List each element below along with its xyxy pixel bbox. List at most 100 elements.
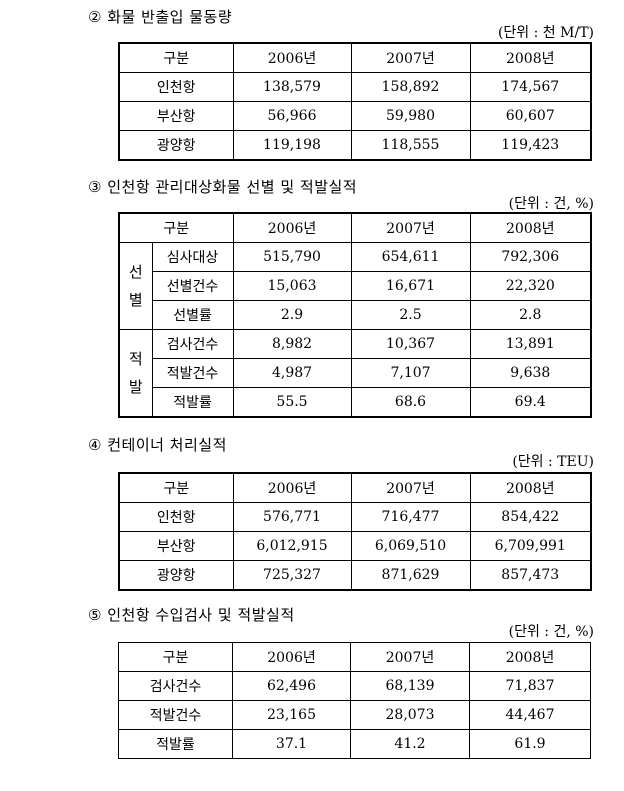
row-label: 적발률 [151,387,234,418]
header-cell: 2007년 [350,42,471,73]
table-row: 적발률 55.5 68.6 69.4 [119,387,592,418]
table-cell: 37.1 [232,729,351,759]
table-cell: 2.5 [350,300,471,330]
table-cell: 857,473 [469,560,592,591]
table-cell: 56,966 [232,101,352,131]
table-cell: 6,069,510 [350,531,471,561]
header-cell: 구분 [118,42,234,73]
unit-label: (단위 : 천 M/T) [497,25,594,41]
unit-label: (단위 : TEU) [512,454,594,470]
table-cell: 654,611 [350,242,471,272]
table-cell: 725,327 [232,560,352,591]
row-label: 인천항 [118,502,234,532]
header-cell: 2008년 [469,642,591,672]
table-cell: 13,891 [469,329,592,359]
row-label: 적발률 [118,729,233,759]
table-cell: 138,579 [232,72,352,102]
table-cell: 6,709,991 [469,531,592,561]
table-row: 인천항 576,771 716,477 854,422 [118,502,592,532]
table-cell: 59,980 [350,101,471,131]
header-cell: 2006년 [232,472,352,503]
table-cell: 2.8 [469,300,592,330]
unit-label: (단위 : 건, %) [508,624,594,640]
header-cell: 2007년 [350,212,471,243]
cargo-volume-table: 구분 2006년 2007년 2008년 인천항 138,579 158,892… [118,42,592,161]
row-label: 검사건수 [151,329,234,359]
table-cell: 119,198 [232,130,352,161]
row-label: 인천항 [118,72,234,102]
table-row: 광양항 725,327 871,629 857,473 [118,560,592,591]
table-cell: 69.4 [469,387,592,418]
table-cell: 55.5 [232,387,352,418]
header-cell: 2008년 [469,212,592,243]
header-cell: 구분 [118,212,234,243]
table-row: 부산항 6,012,915 6,069,510 6,709,991 [118,531,592,561]
table-cell: 23,165 [232,700,351,730]
table-cell: 10,367 [350,329,471,359]
table-cell: 716,477 [350,502,471,532]
row-label: 광양항 [118,130,234,161]
table-row: 적발률 37.1 41.2 61.9 [118,729,591,759]
table-cell: 119,423 [469,130,592,161]
table-cell: 2.9 [232,300,352,330]
table-cell: 15,063 [232,271,352,301]
table-cell: 9,638 [469,358,592,388]
header-row: 구분 2006년 2007년 2008년 [118,642,591,672]
table-row: 선별률 2.9 2.5 2.8 [119,300,592,330]
table-row: 적발건수 23,165 28,073 44,467 [118,700,591,730]
table-cell: 28,073 [350,700,470,730]
table-row: 선별건수 15,063 16,671 22,320 [119,271,592,301]
row-label: 심사대상 [151,242,234,272]
table-cell: 158,892 [350,72,471,102]
table-cell: 22,320 [469,271,592,301]
section-title: ③ 인천항 관리대상화물 선별 및 적발실적 [88,178,358,196]
table-cell: 6,012,915 [232,531,352,561]
table-row: 광양항 119,198 118,555 119,423 [118,130,592,161]
section-title: ⑤ 인천항 수입검사 및 적발실적 [88,606,295,624]
table-row: 인천항 138,579 158,892 174,567 [118,72,592,102]
header-cell: 2008년 [469,472,592,503]
table-cell: 174,567 [469,72,592,102]
table-cell: 62,496 [232,671,351,701]
row-label: 광양항 [118,560,234,591]
header-row: 구분 2006년 2007년 2008년 [118,212,592,243]
table-cell: 792,306 [469,242,592,272]
import-inspection-table: 구분 2006년 2007년 2008년 검사건수 62,496 68,139 … [118,642,591,759]
table-cell: 60,607 [469,101,592,131]
row-label: 선별률 [151,300,234,330]
table-cell: 61.9 [469,729,591,759]
table-cell: 71,837 [469,671,591,701]
container-throughput-table: 구분 2006년 2007년 2008년 인천항 576,771 716,477… [118,472,592,591]
header-cell: 구분 [118,642,233,672]
row-label: 부산항 [118,531,234,561]
table-cell: 515,790 [232,242,352,272]
header-cell: 2007년 [350,472,471,503]
table-cell: 8,982 [232,329,352,359]
table-row: 적발건수 4,987 7,107 9,638 [119,358,592,388]
row-label: 적발건수 [151,358,234,388]
row-label: 선별건수 [151,271,234,301]
table-cell: 854,422 [469,502,592,532]
table-cell: 44,467 [469,700,591,730]
table-cell: 16,671 [350,271,471,301]
section-title: ② 화물 반출입 물동량 [88,8,233,26]
unit-label: (단위 : 건, %) [508,196,594,212]
table-cell: 118,555 [350,130,471,161]
header-cell: 2007년 [350,642,470,672]
table-cell: 576,771 [232,502,352,532]
header-cell: 2008년 [469,42,592,73]
table-cell: 871,629 [350,560,471,591]
header-cell: 구분 [118,472,234,503]
table-cell: 68.6 [350,387,471,418]
header-cell: 2006년 [232,212,352,243]
row-label: 적발건수 [118,700,233,730]
section-title: ④ 컨테이너 처리실적 [88,436,227,454]
table-cell: 41.2 [350,729,470,759]
